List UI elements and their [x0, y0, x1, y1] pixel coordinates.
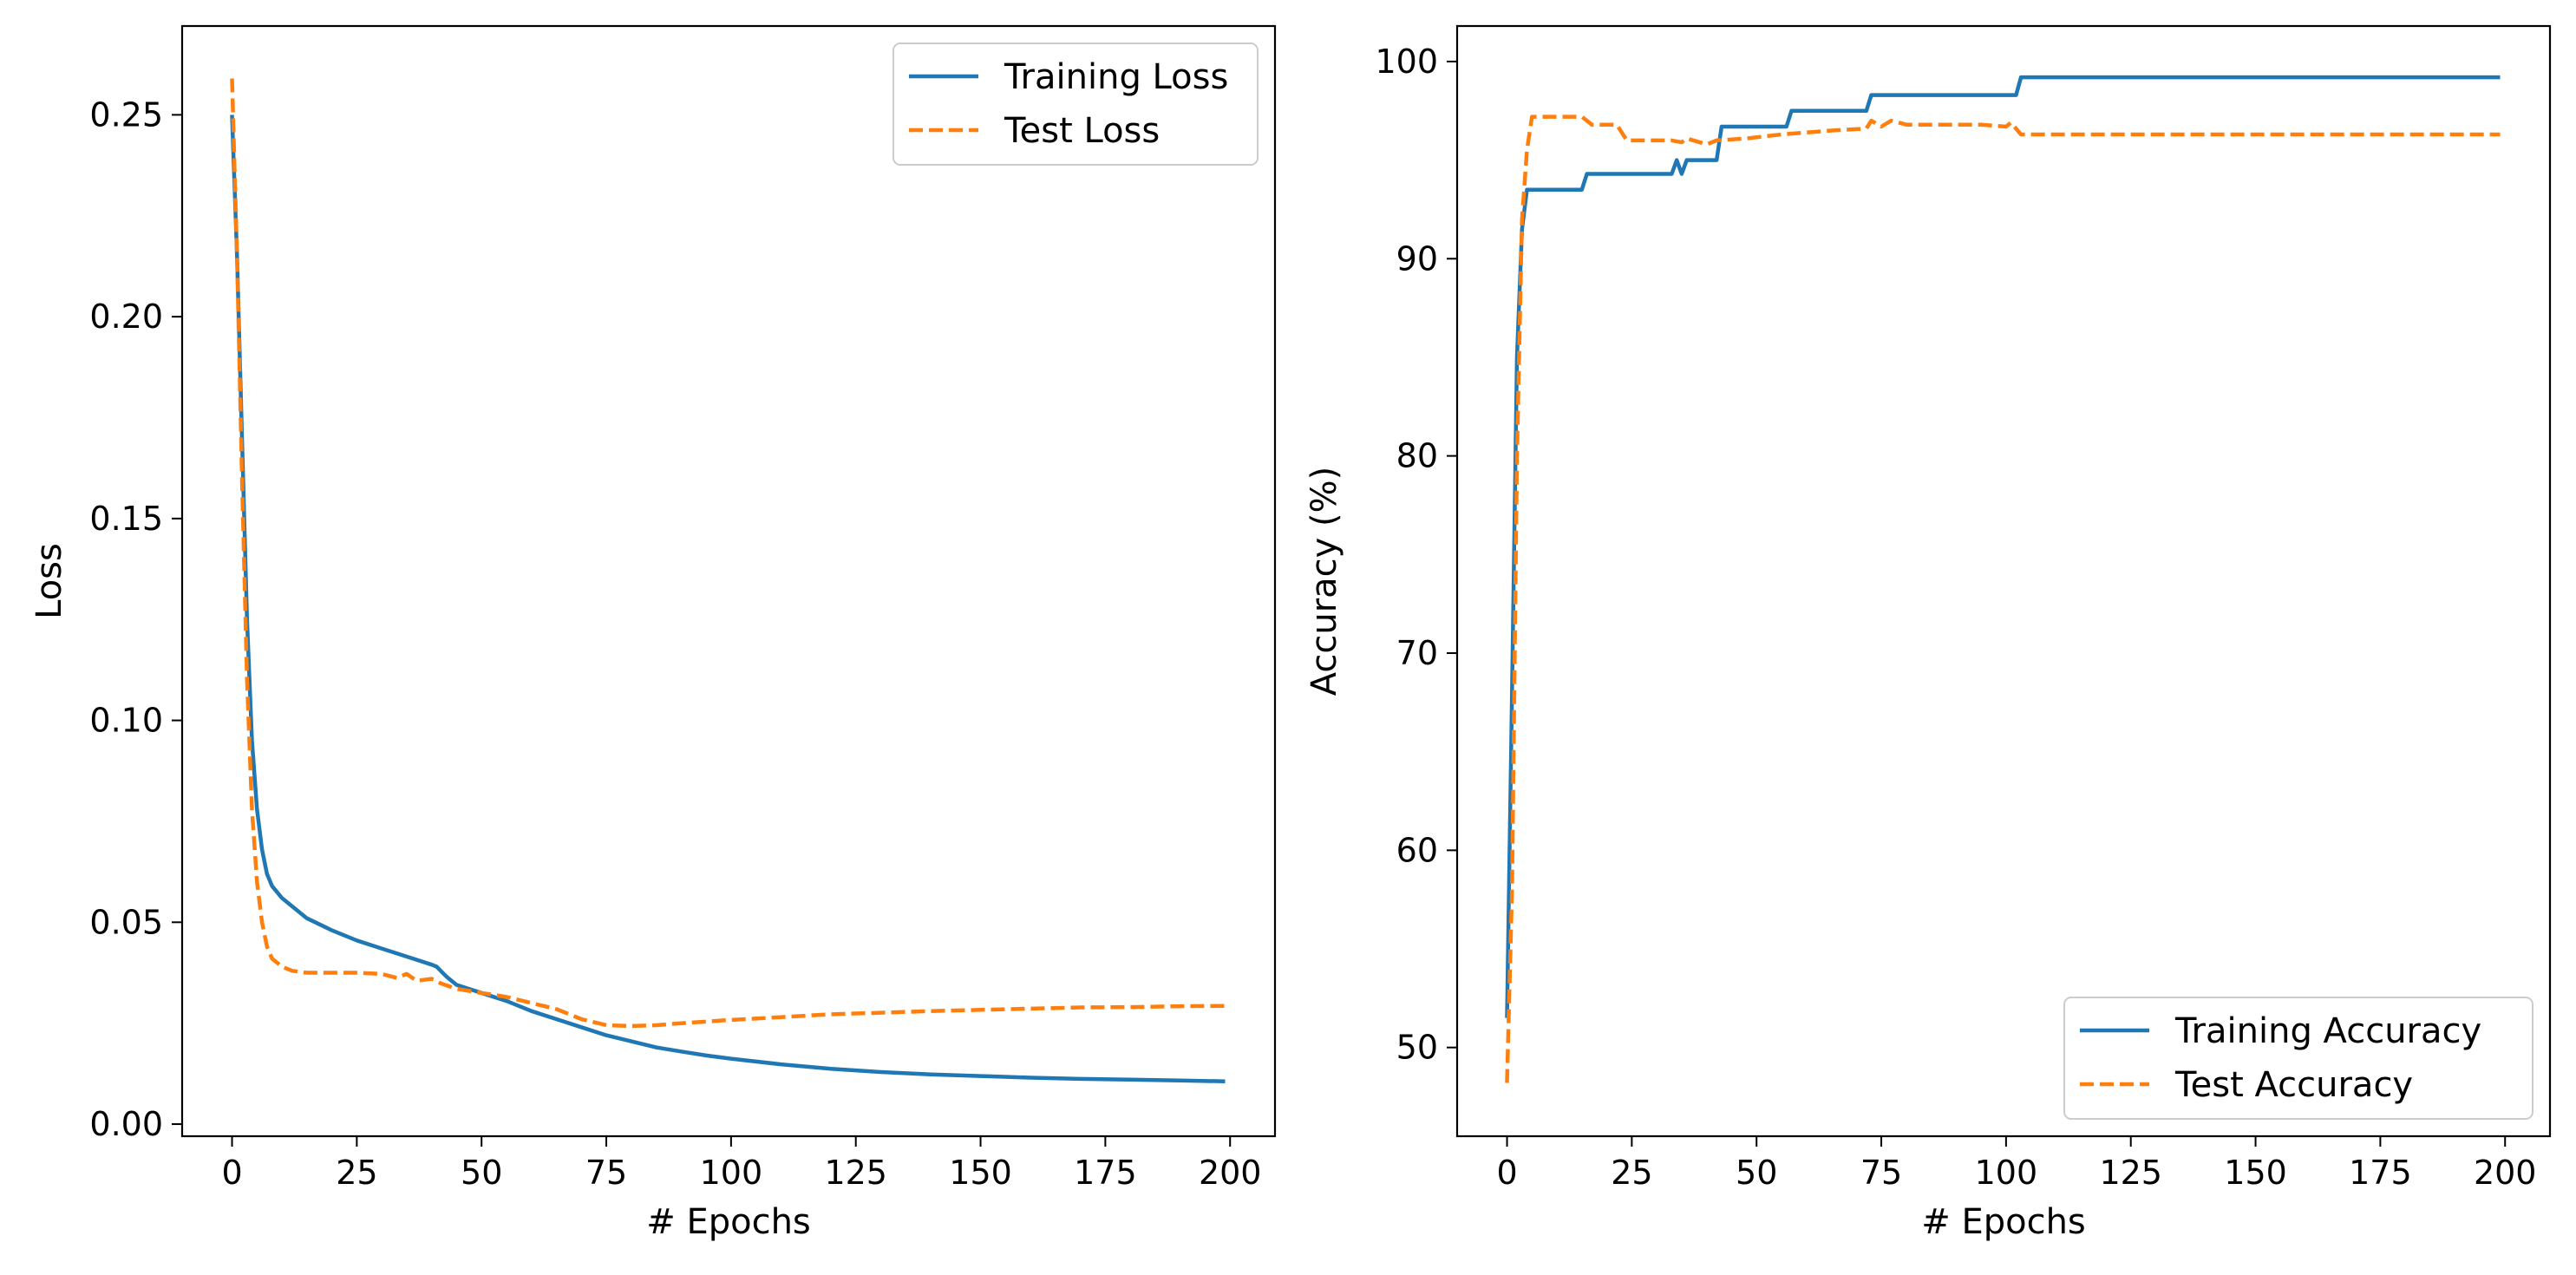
chart-0-x-tick-label: 100 — [700, 1154, 763, 1192]
loss-chart: 0 25 50 75 100 125 150 175 200 0.00 0.05 0.10 0.15 0.… — [29, 24, 1277, 1242]
chart-1-x-tick-label: 50 — [1736, 1154, 1777, 1192]
chart-0-x-tick-label: 125 — [824, 1154, 887, 1192]
chart-1-legend-label-training-accuracy: Training Accuracy — [2174, 1011, 2481, 1051]
chart-1-x-tick-label: 150 — [2224, 1154, 2287, 1192]
chart-0-x-tick-label: 50 — [461, 1154, 502, 1192]
chart-0-legend: Training Loss Test Loss — [892, 42, 1259, 166]
chart-1-legend-box — [2063, 997, 2534, 1120]
chart-1-x-tick-label: 200 — [2474, 1154, 2537, 1192]
chart-0-y-tick-label: 0.25 — [89, 95, 163, 134]
chart-0-y-tick-label: 0.00 — [89, 1105, 163, 1143]
chart-1-legend: Training Accuracy Test Accuracy — [2063, 997, 2534, 1120]
chart-0-y-tick-label: 0.05 — [89, 903, 163, 941]
chart-1-y-tick-label: 70 — [1396, 634, 1438, 672]
chart-0-x-tick-label: 75 — [585, 1154, 627, 1192]
chart-1-legend-label-test-accuracy: Test Accuracy — [2174, 1065, 2413, 1105]
chart-0-x-tick-label: 175 — [1074, 1154, 1137, 1192]
chart-0-y-tick-label: 0.10 — [89, 702, 163, 740]
chart-0-axes-frame — [180, 24, 1277, 1138]
chart-0-x-tick-label: 150 — [949, 1154, 1012, 1192]
chart-0-y-tick-label: 0.20 — [89, 298, 163, 336]
chart-1-y-tick-label: 60 — [1396, 831, 1438, 869]
chart-1-x-tick-label: 75 — [1860, 1154, 1902, 1192]
chart-1-series-training-accuracy — [1505, 75, 2501, 1018]
chart-0-series-training-loss — [230, 114, 1226, 1083]
chart-1-y-axis-label: Accuracy (%) — [1304, 467, 1344, 696]
chart-0-series-test-loss — [230, 78, 1226, 1029]
chart-1-y-tick-label: 90 — [1396, 239, 1438, 278]
chart-1-x-tick-label: 25 — [1611, 1154, 1652, 1192]
accuracy-chart: 0 25 50 75 100 125 150 175 200 50 60 70 80 90 100 # Epo… — [1304, 24, 2552, 1242]
chart-0-x-tick-label: 200 — [1199, 1154, 1262, 1192]
chart-1-y-tick-label: 80 — [1396, 437, 1438, 475]
chart-1-axes-frame — [1455, 24, 2552, 1138]
chart-1-x-tick-label: 100 — [1975, 1154, 2038, 1192]
chart-0-y-tick-label: 0.15 — [89, 500, 163, 538]
chart-1-x-tick-label: 125 — [2099, 1154, 2162, 1192]
chart-1-x-axis-label: # Epochs — [1921, 1202, 2086, 1242]
chart-0-x-tick-label: 25 — [336, 1154, 377, 1192]
chart-0-x-axis-label: # Epochs — [646, 1202, 811, 1242]
chart-0-x-tick-label: 0 — [221, 1154, 242, 1192]
chart-1-x-tick-label: 0 — [1496, 1154, 1517, 1192]
chart-0-y-axis-label: Loss — [29, 543, 69, 619]
chart-0-legend-label-test-loss: Test Loss — [1004, 111, 1160, 151]
chart-1-x-tick-label: 175 — [2349, 1154, 2412, 1192]
chart-1-y-tick-label: 100 — [1375, 42, 1438, 81]
chart-0-legend-label-training-loss: Training Loss — [1004, 57, 1228, 97]
chart-1-y-tick-label: 50 — [1396, 1029, 1438, 1067]
chart-0-legend-box — [892, 42, 1259, 166]
chart-1-series-test-accuracy — [1505, 114, 2501, 1083]
